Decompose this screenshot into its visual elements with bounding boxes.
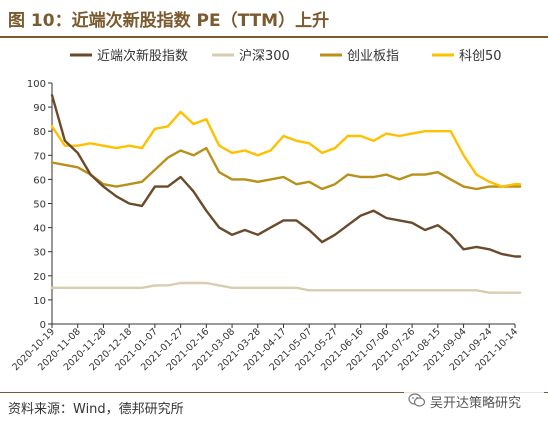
figure-title: 图 10：近端次新股指数 PE（TTM）上升	[8, 11, 330, 31]
y-tick-label: 90	[33, 103, 46, 114]
y-tick-label: 80	[33, 127, 46, 138]
y-tick-label: 30	[33, 248, 46, 259]
figure-header: 图 10：近端次新股指数 PE（TTM）上升	[0, 0, 548, 40]
series-line-0	[50, 93, 522, 258]
y-tick-label: 10	[33, 296, 46, 307]
footer-divider	[0, 392, 548, 393]
y-tick-label: 60	[33, 175, 46, 186]
chart-legend: 近端次新股指数 沪深300 创业板指 科创50	[70, 48, 502, 64]
title-divider	[0, 36, 548, 38]
legend-label: 沪深300	[239, 48, 290, 64]
y-tick-label: 40	[33, 224, 46, 235]
chart-axes: 01020304050607080901002020-10-192020-11-…	[10, 79, 520, 373]
legend-label: 创业板指	[347, 49, 399, 64]
series-line-3	[50, 110, 522, 188]
legend-label: 近端次新股指数	[97, 48, 188, 64]
watermark-text: 吴开达策略研究	[430, 396, 522, 411]
y-tick-label: 20	[33, 272, 46, 283]
y-tick-label: 70	[33, 151, 46, 162]
legend-label: 科创50	[459, 49, 502, 64]
y-tick-label: 100	[27, 79, 46, 90]
line-chart: 近端次新股指数 沪深300 创业板指 科创50 0 10 20 30 40 50 60 70 80 90…	[10, 48, 522, 373]
wechat-icon	[408, 393, 426, 407]
chart-series	[50, 93, 522, 294]
watermark: 吴开达策略研究	[404, 388, 544, 412]
source-note: 资料来源：Wind，德邦研究所	[8, 402, 184, 417]
series-line-2	[50, 146, 522, 191]
y-tick-label: 0	[40, 320, 46, 331]
y-tick-label: 50	[33, 200, 46, 211]
series-line-1	[50, 281, 522, 294]
